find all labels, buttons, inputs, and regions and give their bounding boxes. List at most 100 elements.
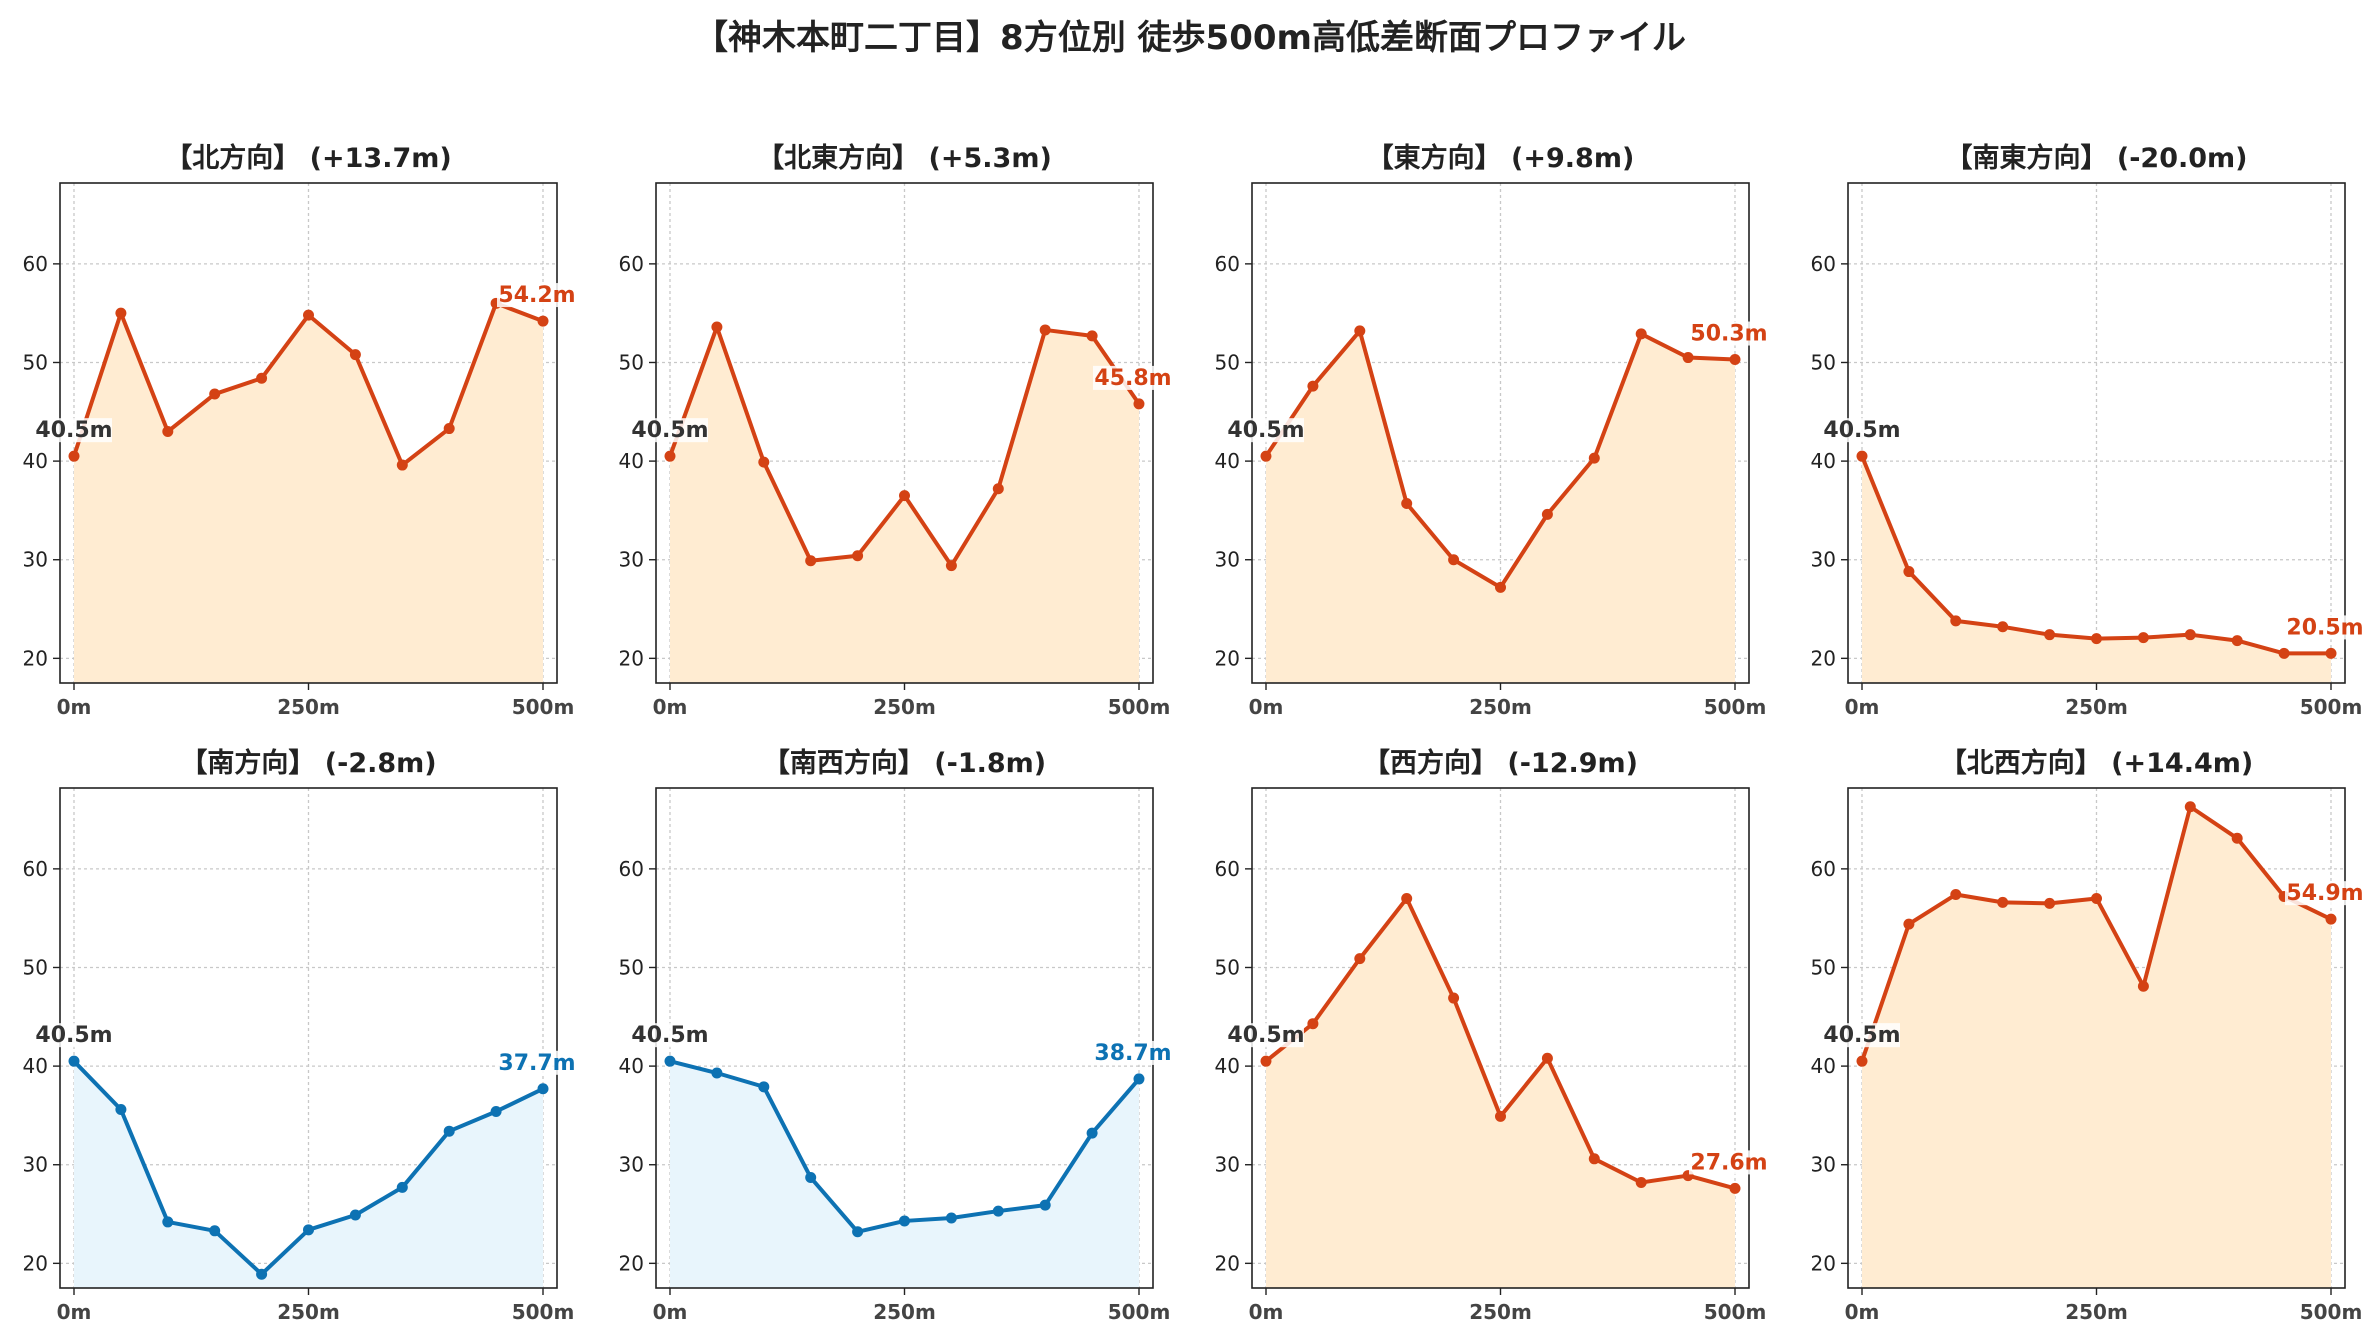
start-label-bg <box>36 1023 112 1048</box>
data-point <box>1495 1110 1506 1122</box>
data-point <box>490 1105 502 1117</box>
chart-title: 【南西方向】 (-1.8m) <box>763 747 1046 779</box>
data-point <box>1401 498 1413 510</box>
data-point <box>68 1055 80 1067</box>
data-point <box>1588 452 1600 464</box>
y-tick-label: 50 <box>619 350 644 374</box>
chart-panel-4: 【南東方向】 (-20.0m) 20 30 40 50 60 0m 250m 500m 40.5m… <box>1811 142 2365 719</box>
x-tick-label: 250m <box>277 695 340 719</box>
start-label: 40.5m <box>1823 1023 1900 1048</box>
x-tick-label: 0m <box>1845 1300 1880 1324</box>
x-tick-label: 250m <box>1469 695 1532 719</box>
data-point <box>2184 629 2196 641</box>
data-point <box>805 1172 817 1184</box>
end-label: 27.6m <box>1690 1150 1767 1175</box>
chart-title: 【南方向】 (-2.8m) <box>180 747 436 779</box>
x-tick-label: 500m <box>512 1300 575 1324</box>
data-point <box>1903 918 1915 930</box>
y-tick-label: 20 <box>619 1251 644 1275</box>
x-tick-label: 500m <box>1704 695 1767 719</box>
data-point <box>945 1212 957 1224</box>
y-tick-label: 60 <box>1215 857 1240 881</box>
end-label-bg <box>1093 365 1173 390</box>
end-label-bg <box>497 283 577 308</box>
y-tick-label: 30 <box>619 548 644 572</box>
y-tick-label: 20 <box>619 646 644 670</box>
x-tick-label: 0m <box>1249 1300 1284 1324</box>
data-point <box>2091 892 2102 904</box>
data-point <box>256 372 268 384</box>
area-fill <box>1862 456 2331 683</box>
data-point <box>2044 897 2056 909</box>
y-tick-label: 20 <box>1215 1251 1240 1275</box>
start-label: 40.5m <box>35 418 112 443</box>
data-point <box>1133 398 1145 410</box>
y-tick-label: 50 <box>1215 350 1240 374</box>
chart-panel-1: 【北方向】 (+13.7m) 20 30 40 50 60 0m 250m 500m 40.5m 5… <box>23 142 577 719</box>
y-tick-label: 30 <box>1811 1153 1836 1177</box>
y-tick-label: 50 <box>1811 350 1836 374</box>
end-label: 54.9m <box>2286 881 2363 906</box>
y-tick-label: 30 <box>619 1153 644 1177</box>
y-tick-label: 40 <box>1811 1054 1836 1078</box>
data-point <box>537 315 549 327</box>
start-label: 40.5m <box>1227 418 1304 443</box>
y-tick-label: 40 <box>1811 449 1836 473</box>
data-point <box>1448 554 1460 566</box>
end-label-bg <box>2285 615 2365 640</box>
chart-panel-6: 【南西方向】 (-1.8m) 20 30 40 50 60 0m 250m 500m 40.5m 3… <box>619 747 1173 1324</box>
chart-panel-5: 【南方向】 (-2.8m) 20 30 40 50 60 0m 250m 500m 40.5m 37… <box>23 747 577 1324</box>
y-tick-label: 50 <box>1215 955 1240 979</box>
data-point <box>1260 450 1272 462</box>
data-point <box>1354 325 1366 337</box>
y-tick-label: 20 <box>1811 1251 1836 1275</box>
data-point <box>1856 1055 1868 1067</box>
y-tick-label: 60 <box>1215 252 1240 276</box>
chart-title: 【北西方向】 (+14.4m) <box>1940 747 2253 779</box>
y-tick-label: 20 <box>1811 646 1836 670</box>
area-fill <box>670 1061 1139 1288</box>
y-tick-label: 60 <box>23 252 48 276</box>
data-point <box>711 1067 723 1079</box>
data-point <box>1401 892 1413 904</box>
data-point <box>2231 832 2243 844</box>
data-point <box>443 423 455 435</box>
y-tick-label: 50 <box>23 350 48 374</box>
start-label: 40.5m <box>631 1023 708 1048</box>
x-tick-label: 500m <box>1108 1300 1171 1324</box>
y-tick-label: 50 <box>1811 955 1836 979</box>
start-label-bg <box>632 418 708 443</box>
data-point <box>303 309 314 321</box>
data-point <box>664 450 676 462</box>
data-point <box>1495 581 1506 593</box>
data-point <box>209 388 221 400</box>
chart-title: 【南東方向】 (-20.0m) <box>1945 142 2247 174</box>
y-tick-label: 30 <box>1215 1153 1240 1177</box>
end-label: 50.3m <box>1690 322 1767 347</box>
data-point <box>664 1055 676 1067</box>
data-point <box>256 1268 268 1280</box>
y-tick-label: 20 <box>1215 646 1240 670</box>
y-tick-label: 30 <box>1811 548 1836 572</box>
data-point <box>1856 450 1868 462</box>
y-tick-label: 60 <box>619 252 644 276</box>
x-tick-label: 250m <box>2065 1300 2128 1324</box>
y-tick-label: 20 <box>23 646 48 670</box>
x-tick-label: 0m <box>1249 695 1284 719</box>
data-point <box>2231 635 2243 647</box>
data-point <box>303 1224 314 1236</box>
data-point <box>2184 801 2196 813</box>
data-point <box>537 1083 549 1095</box>
x-tick-label: 0m <box>653 1300 688 1324</box>
x-tick-label: 0m <box>1845 695 1880 719</box>
data-point <box>2044 629 2056 641</box>
x-tick-label: 500m <box>2300 695 2363 719</box>
x-tick-label: 250m <box>1469 1300 1532 1324</box>
data-point <box>1541 508 1553 520</box>
y-tick-label: 50 <box>23 955 48 979</box>
start-label-bg <box>632 1023 708 1048</box>
x-tick-label: 500m <box>1108 695 1171 719</box>
data-point <box>852 1226 864 1238</box>
